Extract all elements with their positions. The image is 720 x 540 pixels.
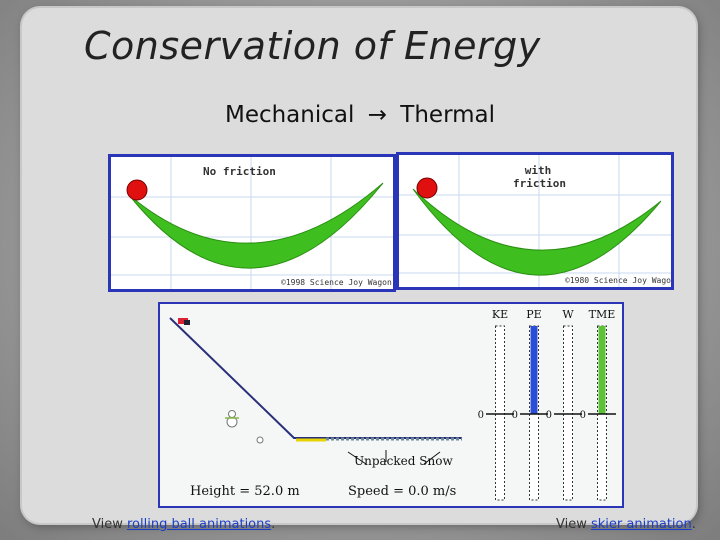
height-readout: Height = 52.0 m bbox=[190, 484, 300, 499]
speed-readout: Speed = 0.0 m/s bbox=[348, 484, 457, 499]
skier-drawing: KE 0 PE 0 W 0 TME 0 bbox=[169, 308, 616, 501]
with-friction-line1: with bbox=[524, 164, 552, 177]
snowman-icon bbox=[225, 410, 239, 428]
right-copyright: ©1980 Science Joy Wagon bbox=[565, 276, 674, 285]
subtitle-right: Thermal bbox=[400, 102, 496, 128]
footer-right-prefix: View bbox=[556, 517, 591, 532]
bar-fill-tme bbox=[598, 326, 606, 414]
footer-left-suffix: . bbox=[271, 517, 276, 532]
bar-zero-label: 0 bbox=[580, 410, 586, 421]
with-friction-panel: with friction ©1980 Science Joy Wagon bbox=[396, 152, 674, 290]
bar-label-w: W bbox=[562, 308, 574, 321]
bar-label-pe: PE bbox=[526, 308, 541, 321]
footer-right-suffix: . bbox=[691, 517, 696, 532]
snowball-icon bbox=[256, 436, 264, 444]
green-track bbox=[412, 188, 662, 276]
skier-animation-panel: KE 0 PE 0 W 0 TME 0 Unpacked Snow Height = 52.0… bbox=[158, 302, 624, 508]
bar-label-ke: KE bbox=[492, 308, 508, 321]
right-arrow-icon: → bbox=[367, 102, 387, 128]
grid-lines bbox=[111, 157, 393, 289]
slide-subtitle: Mechanical → Thermal bbox=[0, 102, 720, 128]
no-friction-label: No friction bbox=[203, 165, 276, 178]
red-ball bbox=[126, 179, 148, 201]
bar-fill-pe bbox=[530, 326, 538, 414]
slope-line bbox=[169, 317, 462, 439]
unpacked-snow-label: Unpacked Snow bbox=[354, 454, 453, 468]
bar-outline-ke bbox=[495, 325, 505, 501]
bar-zero-label: 0 bbox=[478, 410, 484, 421]
footer-right: View skier animation. bbox=[556, 517, 696, 532]
footer-left-prefix: View bbox=[92, 517, 127, 532]
red-ball bbox=[416, 177, 438, 199]
with-friction-line2: friction bbox=[513, 177, 566, 190]
bar-zero-label: 0 bbox=[546, 410, 552, 421]
with-friction-drawing bbox=[399, 155, 671, 287]
skier-icon bbox=[178, 318, 190, 325]
skier-animation-link[interactable]: skier animation bbox=[590, 517, 692, 532]
bar-label-tme: TME bbox=[589, 308, 616, 321]
left-copyright: ©1998 Science Joy Wagon bbox=[281, 278, 392, 287]
footer-left: View rolling ball animations. bbox=[92, 517, 275, 532]
rolling-ball-animations-link[interactable]: rolling ball animations bbox=[126, 517, 272, 532]
slide-title: Conservation of Energy bbox=[84, 24, 541, 68]
no-friction-drawing bbox=[111, 157, 393, 289]
bar-zero-label: 0 bbox=[512, 410, 518, 421]
with-friction-label: with friction bbox=[513, 164, 566, 190]
bar-outline-w bbox=[563, 325, 573, 501]
energy-bars: KE 0 PE 0 W 0 TME 0 bbox=[478, 308, 616, 501]
subtitle-left: Mechanical bbox=[224, 102, 355, 128]
no-friction-panel: No friction ©1998 Science Joy Wagon bbox=[108, 154, 396, 292]
green-track bbox=[128, 182, 384, 269]
snow-pointer-arrows bbox=[347, 450, 441, 465]
